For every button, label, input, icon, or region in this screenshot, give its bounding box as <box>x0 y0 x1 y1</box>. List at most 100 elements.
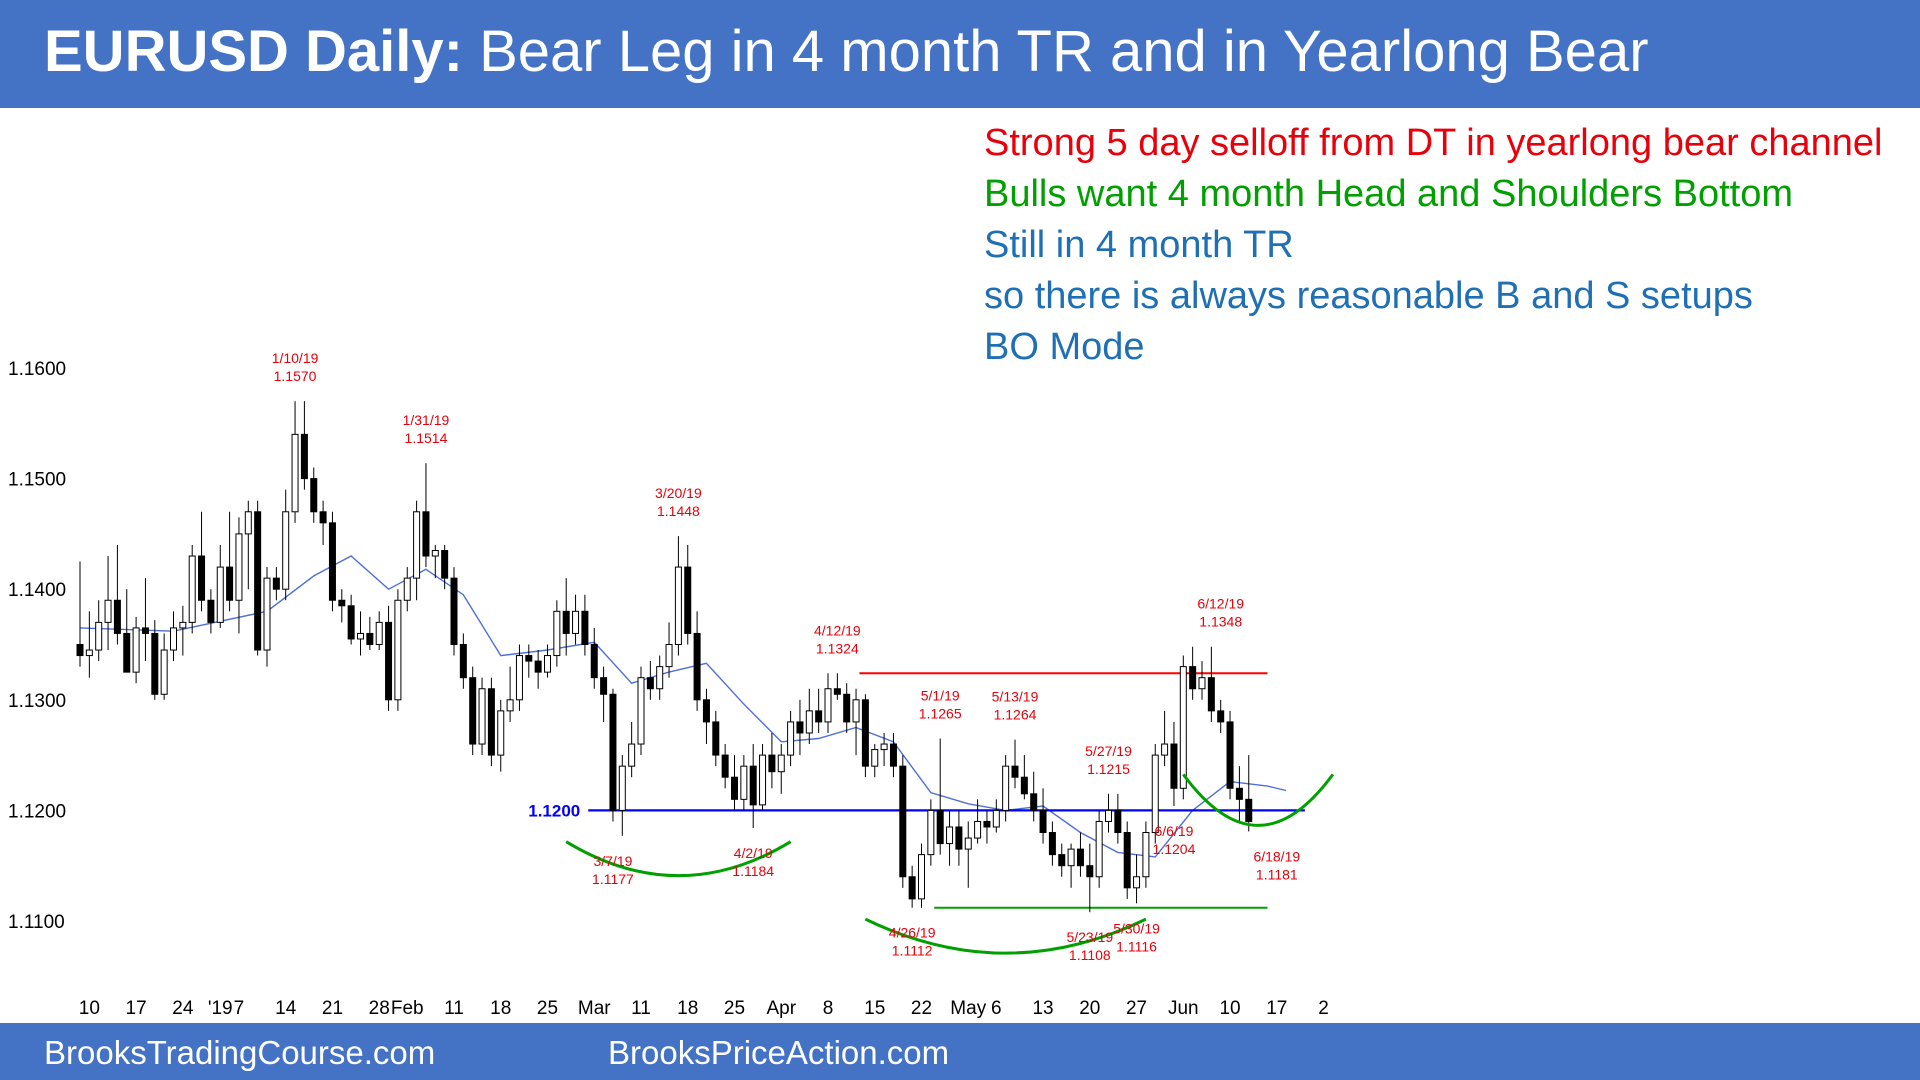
bull-candle-body <box>1198 677 1206 690</box>
title-banner: EURUSD Daily: Bear Leg in 4 month TR and… <box>0 0 1920 108</box>
bear-candle-body <box>702 699 710 723</box>
candle <box>590 627 598 689</box>
candle <box>1114 793 1122 844</box>
bear-candle-body <box>843 693 851 723</box>
bear-candle-body <box>581 610 589 646</box>
x-tick-label: Apr <box>766 998 796 1019</box>
candle <box>123 589 131 673</box>
bear-candle-body <box>1048 832 1056 856</box>
footer-link-trading-course[interactable]: BrooksTradingCourse.com <box>44 1034 436 1071</box>
candle <box>1226 710 1234 800</box>
bull-candle-body <box>674 566 682 646</box>
price-label-value: 1.1184 <box>732 863 774 879</box>
candle <box>1076 832 1084 877</box>
bull-candle-body <box>263 577 271 651</box>
candle <box>609 688 617 822</box>
candle <box>871 744 879 778</box>
candle <box>170 611 177 662</box>
x-tick-label: '19 <box>208 998 233 1019</box>
price-label-value: 1.1348 <box>1199 614 1242 630</box>
price-label-date: 3/20/19 <box>655 485 702 501</box>
bull-candle-body <box>918 854 925 900</box>
bear-candle-body <box>525 655 533 662</box>
candle <box>226 511 234 612</box>
candle <box>282 489 290 601</box>
bear-candle-body <box>1058 854 1066 867</box>
price-label-date: 5/30/19 <box>1113 920 1160 936</box>
bear-candle-body <box>151 632 159 695</box>
price-label-value: 1.1514 <box>405 430 448 446</box>
candle <box>1002 755 1010 822</box>
candle <box>160 633 168 700</box>
bear-candle-body <box>1189 666 1197 690</box>
bear-candle-body <box>366 632 374 646</box>
candle <box>1170 721 1178 806</box>
bull-candle-body <box>282 511 290 590</box>
candle <box>759 744 767 811</box>
candle <box>1161 710 1169 767</box>
candle <box>974 799 982 844</box>
bear-candle-body <box>113 599 121 634</box>
bear-candle-body <box>1207 677 1215 712</box>
candle <box>459 633 467 689</box>
x-tick-label: 8 <box>823 998 834 1019</box>
y-tick-label: 1.1300 <box>8 691 66 712</box>
candle <box>749 744 757 829</box>
candle <box>983 810 991 844</box>
candle <box>665 622 673 678</box>
right-shoulder-arc <box>1182 773 1335 827</box>
price-label-value: 1.1177 <box>592 871 634 887</box>
candle <box>927 799 935 866</box>
x-tick-label: Mar <box>578 998 611 1019</box>
candle <box>880 732 888 767</box>
candle <box>394 589 402 711</box>
candle <box>188 544 196 634</box>
x-tick-label: 11 <box>444 998 464 1019</box>
candle <box>946 810 954 866</box>
x-tick-label: Feb <box>391 998 424 1019</box>
x-axis: 10 17 24 '19 7 14 21 28 Feb 11 18 25 Mar 11 18 25 Apr 8 15… <box>79 998 1329 1019</box>
candle <box>431 544 439 579</box>
candle <box>684 544 692 645</box>
candle <box>964 821 972 888</box>
y-tick-label: 1.1600 <box>8 359 66 380</box>
bear-candle-body <box>955 826 963 850</box>
candle <box>843 683 851 733</box>
candle <box>1217 699 1225 733</box>
bull-candle-body <box>1142 832 1150 878</box>
bear-candle-body <box>562 610 570 634</box>
bull-candle-body <box>1151 754 1159 834</box>
price-label-value: 1.1448 <box>657 503 700 519</box>
footer-link-price-action[interactable]: BrooksPriceAction.com <box>608 1034 950 1071</box>
candle <box>805 688 813 745</box>
candle <box>721 744 729 789</box>
x-tick-label: 17 <box>1266 998 1287 1019</box>
candle <box>731 755 738 811</box>
candle <box>76 561 84 667</box>
bear-candle-body <box>319 511 327 524</box>
price-label-date: 6/18/19 <box>1253 848 1300 864</box>
bull-candle-body <box>618 765 626 811</box>
bear-candle-body <box>889 743 897 767</box>
price-label-value: 1.1265 <box>919 706 962 722</box>
candle <box>272 567 280 601</box>
x-tick-label: 24 <box>172 998 194 1019</box>
level-lines: 1.1200 <box>528 672 1305 909</box>
candle <box>254 500 262 656</box>
bull-candle-body <box>216 566 224 623</box>
bull-candle-body <box>1105 809 1112 822</box>
bear-candle-body <box>936 809 944 845</box>
candle <box>833 673 841 700</box>
x-tick-label: 11 <box>631 998 651 1019</box>
candle <box>207 589 215 634</box>
bull-candle-body <box>1067 848 1075 867</box>
bull-candle-body <box>160 649 168 695</box>
bull-candle-body <box>665 644 673 668</box>
candle <box>1123 821 1131 899</box>
bear-candle-body <box>693 632 701 701</box>
bear-candle-body <box>459 644 467 679</box>
title-description: Bear Leg in 4 month TR and in Yearlong B… <box>479 19 1649 84</box>
price-labels: 1/10/19 1.1570 1/31/19 1.1514 3/20/19 1.1448 4… <box>272 350 1301 963</box>
bear-candle-body <box>254 511 262 651</box>
annotation-3: Still in 4 month TR <box>984 224 1294 266</box>
